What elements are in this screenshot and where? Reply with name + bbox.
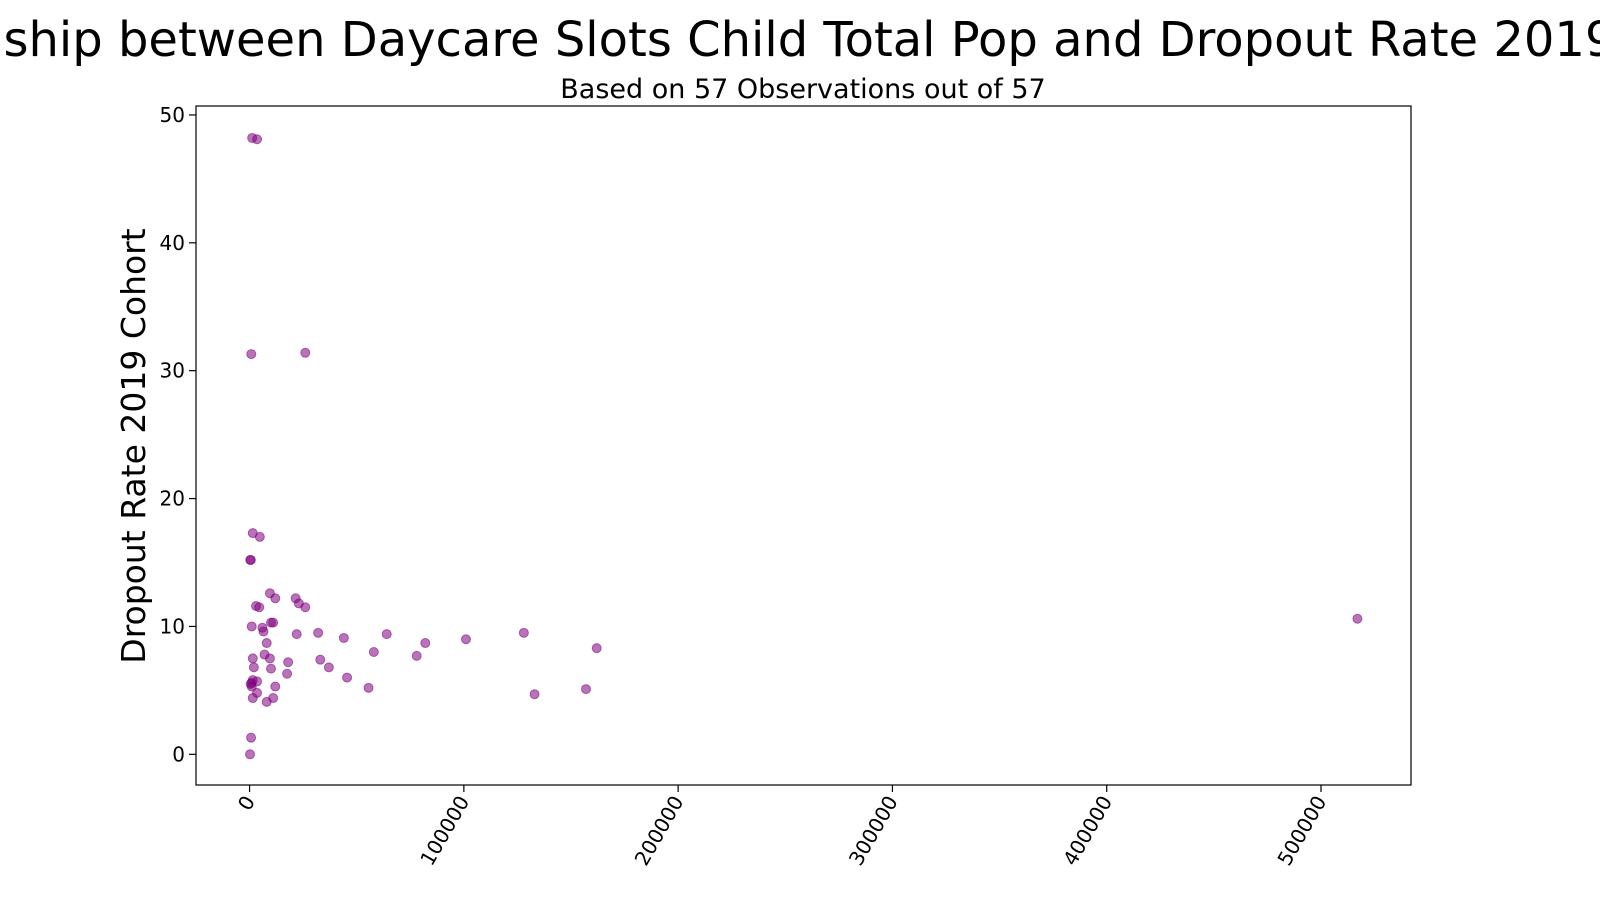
data-point	[315, 654, 326, 665]
data-point	[270, 593, 281, 604]
x-axis-ticks: 0 100000 200000 300000 400000 500000	[233, 785, 1331, 870]
x-tick-label: 400000	[1058, 792, 1117, 870]
data-point	[245, 749, 255, 760]
data-point	[368, 647, 379, 658]
data-point	[338, 632, 349, 643]
data-point	[342, 672, 353, 683]
data-point	[381, 629, 392, 640]
data-point	[246, 349, 257, 360]
data-points	[245, 132, 1363, 760]
data-point	[247, 693, 258, 704]
data-point	[261, 696, 272, 707]
data-point	[254, 531, 265, 542]
y-tick-label: 0	[172, 742, 185, 766]
data-point	[313, 627, 324, 638]
data-point	[266, 663, 276, 674]
data-point	[247, 653, 258, 664]
data-point	[282, 668, 293, 679]
y-tick-label: 40	[160, 231, 185, 255]
data-point	[246, 677, 257, 688]
data-point	[261, 638, 272, 649]
data-point	[258, 626, 269, 637]
data-point	[283, 657, 294, 668]
data-point	[252, 134, 263, 145]
data-point	[300, 602, 311, 613]
y-tick-label: 10	[160, 614, 185, 638]
data-point	[518, 627, 529, 638]
data-point	[264, 653, 275, 664]
data-point	[246, 621, 257, 632]
data-point	[268, 617, 279, 628]
data-point	[1352, 613, 1363, 624]
data-point	[461, 634, 471, 645]
x-tick-label: 100000	[415, 792, 474, 870]
x-tick-label: 500000	[1272, 792, 1331, 870]
data-point	[270, 681, 281, 692]
data-point	[300, 347, 311, 358]
data-point	[246, 732, 257, 743]
data-point	[420, 638, 431, 649]
data-point	[245, 554, 256, 565]
data-point	[291, 629, 302, 640]
y-tick-label: 20	[160, 487, 185, 511]
x-tick-label: 300000	[844, 792, 903, 870]
data-point	[411, 650, 422, 661]
data-point	[323, 662, 334, 673]
y-axis-label: Dropout Rate 2019 Cohort	[114, 228, 153, 663]
x-tick-label: 200000	[630, 792, 689, 870]
y-tick-label: 30	[160, 359, 185, 383]
chart-title: Relationship between Daycare Slots Child…	[0, 12, 1600, 68]
y-tick-label: 50	[160, 103, 185, 127]
y-axis-ticks: 0 10 20 30 40 50	[160, 103, 196, 766]
data-point	[591, 643, 602, 654]
x-tick-label: 0	[233, 792, 260, 815]
data-point	[581, 684, 591, 695]
data-point	[254, 602, 265, 613]
plot-area-frame	[195, 105, 1412, 786]
data-point	[529, 689, 540, 700]
data-point	[248, 662, 259, 673]
chart-subtitle: Based on 57 Observations out of 57	[560, 74, 1045, 105]
data-point	[363, 682, 374, 693]
